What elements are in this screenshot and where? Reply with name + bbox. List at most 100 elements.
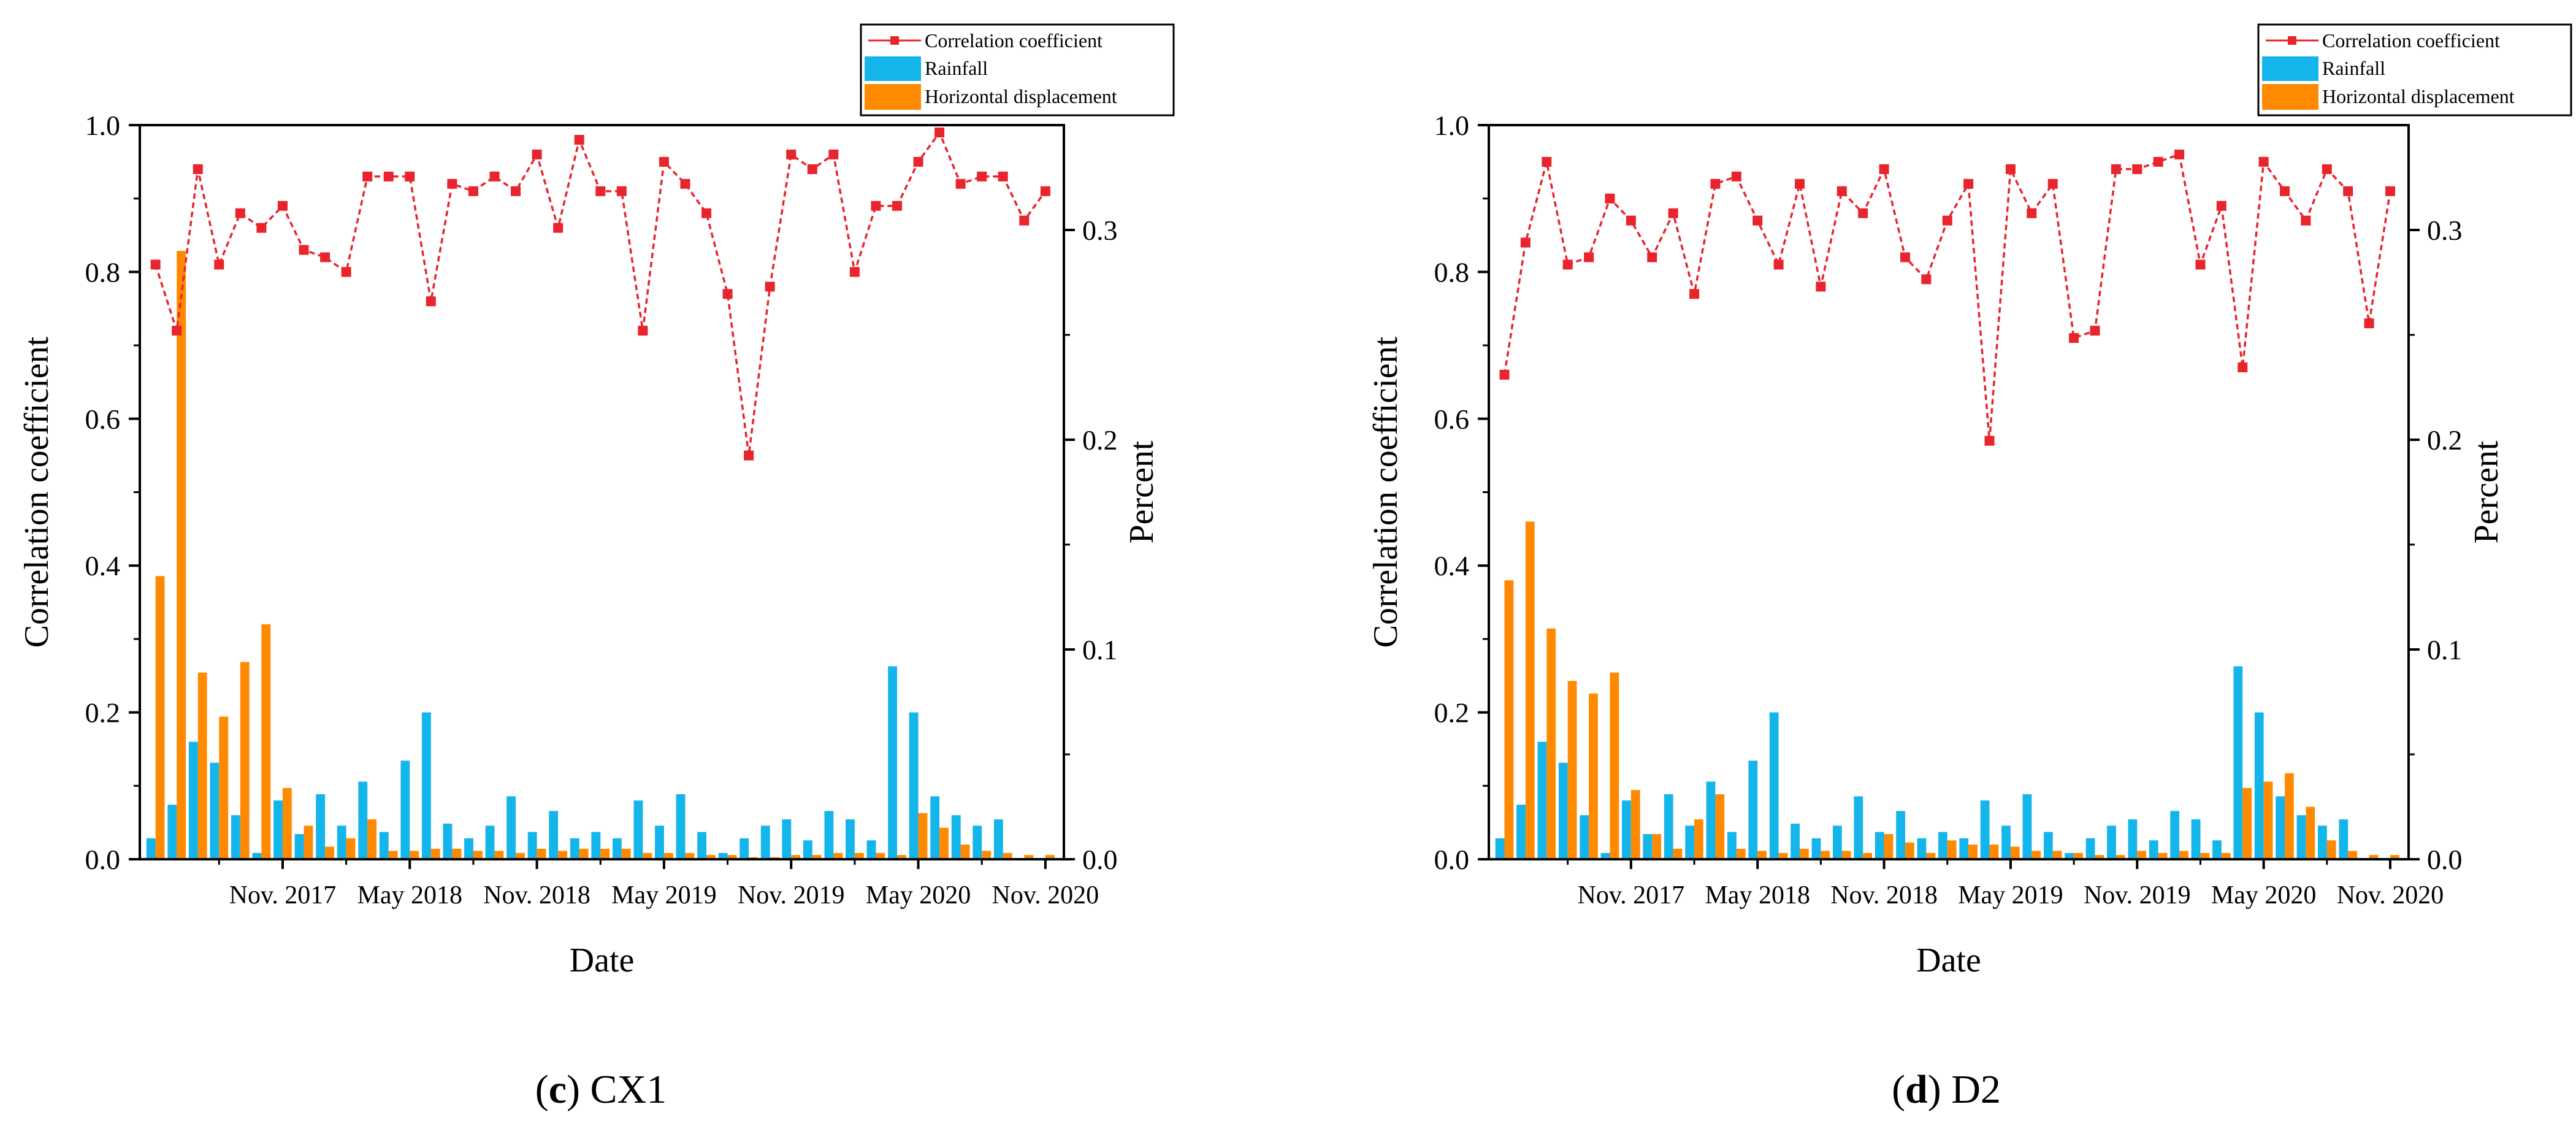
displacement-bar — [1715, 794, 1725, 859]
legend: Correlation coefficient Rainfall Horizonta… — [2257, 23, 2572, 117]
right-axis-tick-label: 0.3 — [2427, 215, 2463, 246]
correlation-point — [299, 245, 309, 255]
displacement-bar — [1884, 833, 1894, 859]
correlation-point — [977, 171, 987, 182]
correlation-point — [2238, 362, 2248, 373]
correlation-point — [193, 164, 203, 174]
rainfall-bar — [612, 838, 622, 859]
rainfall-bar — [1959, 838, 1969, 859]
rainfall-bar — [2318, 826, 2327, 859]
displacement-bar — [388, 851, 398, 859]
correlation-point — [1773, 259, 1784, 270]
displacement-bar — [791, 855, 801, 859]
x-axis-tick-label: Nov. 2020 — [2337, 881, 2444, 910]
rainfall-bar — [316, 794, 326, 859]
rainfall-bar — [846, 819, 855, 859]
rainfall-bar — [1516, 805, 1526, 859]
correlation-point — [1710, 178, 1721, 189]
x-axis-tick-label: May 2020 — [2211, 881, 2317, 910]
displacement-bar — [621, 848, 631, 859]
correlation-point — [744, 450, 754, 461]
displacement-bar — [939, 827, 949, 859]
x-axis-tick-label: May 2018 — [357, 881, 463, 910]
correlation-point — [320, 252, 331, 262]
correlation-point — [1040, 186, 1050, 196]
legend-label-rainfall: Rainfall — [2322, 57, 2385, 79]
correlation-point — [892, 201, 902, 211]
legend-marker-swatch — [890, 36, 899, 45]
displacement-bar — [2242, 787, 2252, 859]
correlation-point — [701, 208, 712, 218]
displacement-bar — [537, 848, 546, 859]
legend-label-correlation: Correlation coefficient — [2322, 29, 2500, 52]
displacement-bar — [1525, 521, 1535, 859]
displacement-bar — [2031, 851, 2041, 859]
displacement-bar — [1989, 845, 1999, 859]
correlation-point — [765, 282, 775, 292]
rainfall-bar — [909, 712, 919, 859]
displacement-bar — [2137, 851, 2147, 859]
displacement-bar — [2369, 855, 2379, 859]
correlation-point — [955, 178, 966, 189]
displacement-bar — [918, 813, 928, 859]
correlation-point — [2027, 208, 2037, 218]
displacement-bar — [854, 852, 864, 859]
rainfall-bar — [146, 838, 156, 859]
displacement-bar — [430, 848, 440, 859]
rainfall-bar — [506, 796, 516, 859]
correlation-point — [1731, 171, 1741, 182]
displacement-bar — [1504, 580, 1514, 859]
rainfall-bar — [1748, 760, 1758, 859]
rainfall-bar — [1685, 826, 1695, 859]
panel-d2: 0.0 0.2 0.4 0.6 0.8 1.0 0.0 0.1 0.2 0.3 Nov. 2017 M… — [1367, 23, 2572, 1112]
rainfall-bar — [824, 811, 834, 859]
correlation-point — [998, 171, 1008, 182]
displacement-bar — [1003, 852, 1012, 859]
rainfall-bar — [1727, 832, 1737, 859]
displacement-bar — [367, 819, 377, 859]
displacement-bar — [982, 851, 992, 859]
rainfall-bar — [993, 819, 1003, 859]
left-axis-tick-label: 1.0 — [1434, 110, 1470, 141]
correlation-point — [2364, 318, 2374, 329]
caption-paren-close: ) — [1928, 1067, 1941, 1112]
correlation-point — [913, 156, 923, 167]
correlation-line — [1503, 153, 2391, 441]
rainfall-bar — [1832, 826, 1842, 859]
displacement-bar — [2306, 806, 2315, 859]
left-axis-tick-label: 0.8 — [85, 256, 121, 288]
displacement-bar — [473, 851, 483, 859]
displacement-bar — [282, 787, 292, 859]
rainfall-bar — [379, 832, 389, 859]
displacement-bar — [1630, 790, 1640, 859]
displacement-bar — [219, 716, 229, 859]
displacement-bar — [727, 855, 737, 859]
displacement-bar — [2074, 852, 2083, 859]
left-axis-tick-label: 0.6 — [1434, 404, 1470, 435]
correlation-point — [256, 223, 267, 233]
rainfall-bar — [231, 815, 240, 859]
correlation-point — [1689, 289, 1700, 299]
caption-letter: c — [549, 1067, 567, 1112]
correlation-point — [616, 186, 627, 196]
correlation-point — [2258, 156, 2269, 167]
correlation-point — [1921, 274, 1932, 285]
rainfall-bar — [2128, 819, 2138, 859]
rainfall-bar — [337, 826, 346, 859]
correlation-point — [2385, 186, 2395, 196]
correlation-point — [2301, 215, 2311, 226]
left-axis-tick-label: 0.2 — [85, 697, 121, 729]
displacement-bar — [663, 852, 673, 859]
rainfall-bar — [951, 815, 961, 859]
rainfall-bar — [2254, 712, 2264, 859]
rainfall-bar — [252, 852, 262, 859]
displacement-bar — [1736, 848, 1746, 859]
correlation-point — [934, 127, 945, 137]
correlation-point — [1752, 215, 1763, 226]
displacement-bar — [155, 576, 165, 859]
rainfall-bar — [485, 826, 495, 859]
displacement-bar — [1947, 840, 1957, 859]
displacement-bar — [2348, 851, 2358, 859]
rainfall-bar — [443, 823, 453, 859]
rainfall-bar — [1854, 796, 1863, 859]
